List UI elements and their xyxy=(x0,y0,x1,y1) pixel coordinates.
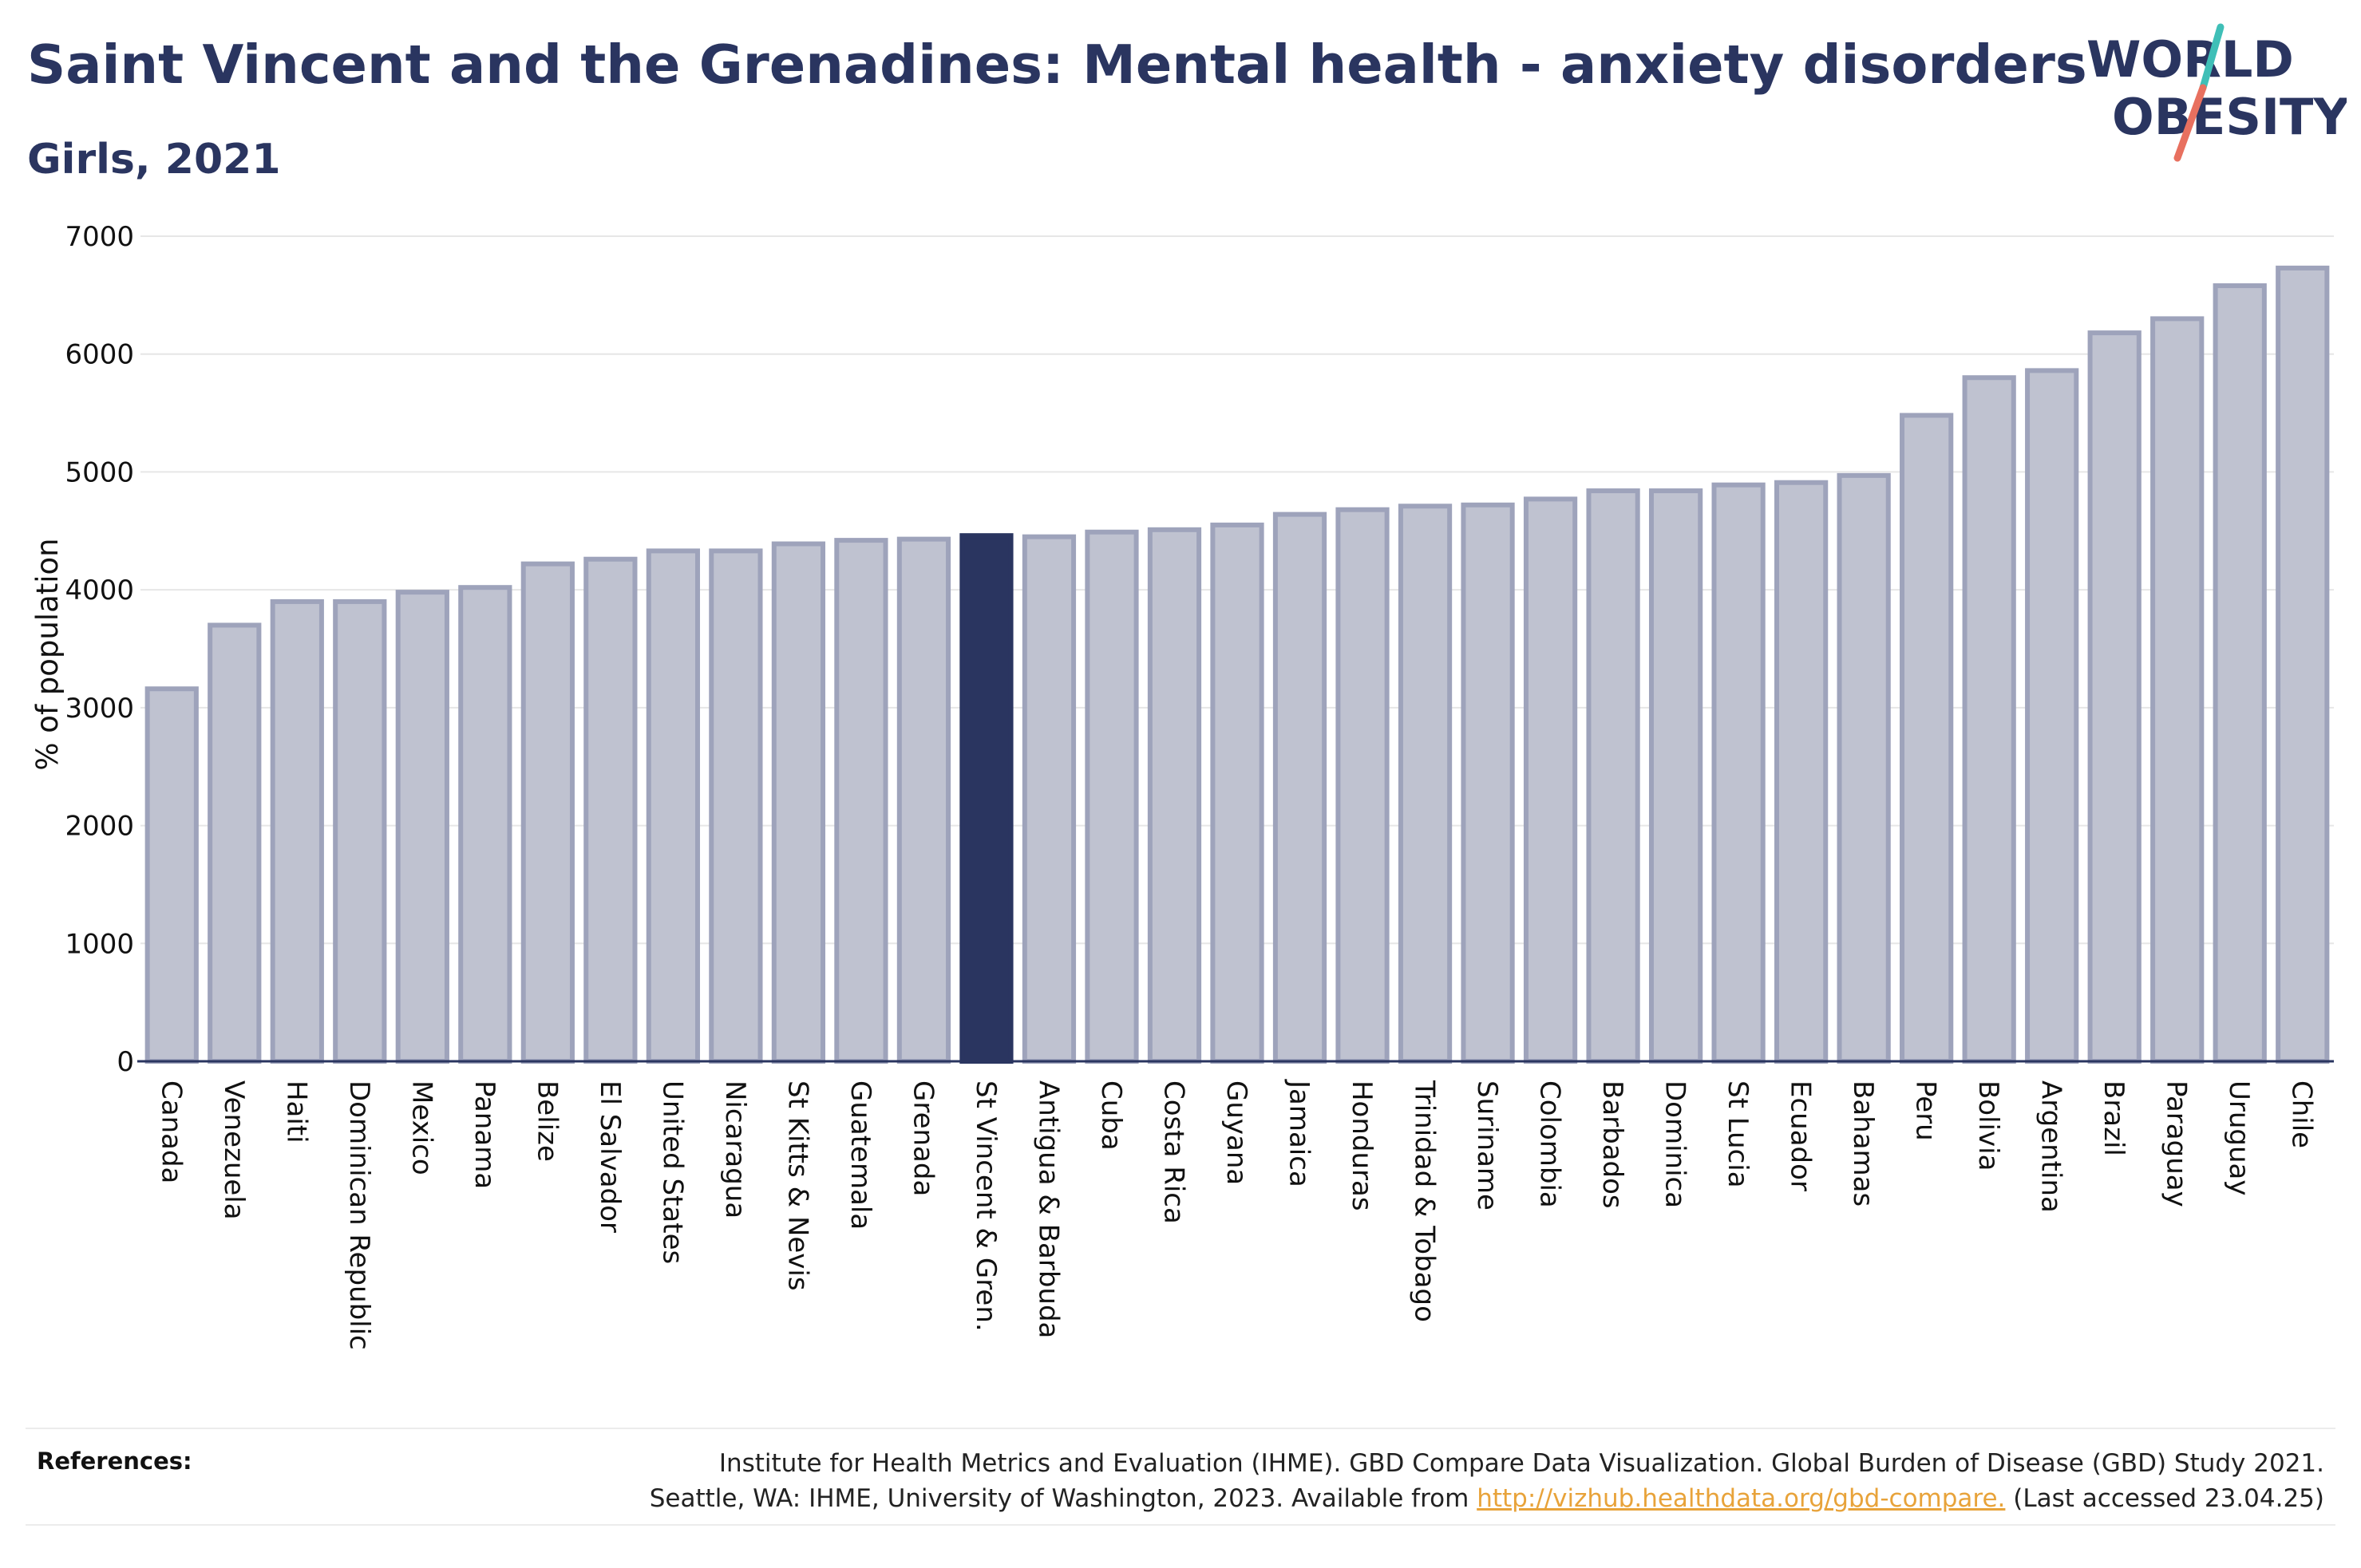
x-tick-label: St Lucia xyxy=(1722,1080,1754,1188)
logo-slash-coral xyxy=(2173,84,2207,162)
bar xyxy=(771,541,826,1064)
x-tick-label: Cuba xyxy=(1095,1080,1127,1151)
x-tick-label: United States xyxy=(656,1080,688,1264)
x-tick-label: Dominican Republic xyxy=(343,1080,375,1350)
chart-title: Saint Vincent and the Grenadines: Mental… xyxy=(27,34,2087,96)
x-tick-label: Guyana xyxy=(1220,1080,1252,1185)
references-line-2: Seattle, WA: IHME, University of Washing… xyxy=(488,1481,2324,1516)
logo-slash-teal xyxy=(2199,23,2225,92)
x-tick-label: Peru xyxy=(1910,1080,1942,1141)
bar xyxy=(646,548,700,1064)
bar xyxy=(333,598,387,1064)
bar xyxy=(1272,511,1327,1064)
x-tick-label: Brazil xyxy=(2098,1080,2130,1156)
references-text: Institute for Health Metrics and Evaluat… xyxy=(488,1446,2324,1516)
y-tick-label: 4000 xyxy=(65,575,134,606)
references-divider-top xyxy=(26,1428,2335,1429)
x-tick-label: Barbados xyxy=(1596,1080,1628,1209)
bar xyxy=(1210,522,1264,1064)
y-tick-label: 1000 xyxy=(65,928,134,960)
y-axis-label: % of population xyxy=(30,538,65,770)
bar xyxy=(458,585,512,1064)
x-tick-label: Guatemala xyxy=(844,1080,876,1230)
bar xyxy=(2213,283,2267,1064)
x-tick-label: St Kitts & Nevis xyxy=(781,1080,813,1291)
bar xyxy=(834,538,888,1064)
bar xyxy=(1774,480,1829,1064)
bar-chart: 0 1000 2000 3000 4000 5000 6000 7000 Canada Venez… xyxy=(30,221,2334,1350)
bar xyxy=(2150,316,2205,1064)
bar xyxy=(2025,368,2079,1064)
x-tick-label: Jamaica xyxy=(1283,1079,1315,1187)
bar xyxy=(520,561,575,1064)
logo-word-world: WORLD xyxy=(2086,30,2294,89)
x-tick-label: Costa Rica xyxy=(1157,1080,1189,1224)
x-tick-label: Panama xyxy=(469,1080,500,1189)
bar xyxy=(896,536,951,1064)
bar xyxy=(1398,504,1453,1064)
x-tick-label: Argentina xyxy=(2035,1080,2067,1213)
bar xyxy=(1147,527,1202,1064)
bar xyxy=(270,598,324,1064)
x-tick-label: Mexico xyxy=(405,1080,437,1175)
x-tick-label: Antigua & Barbuda xyxy=(1032,1080,1064,1338)
x-tick-label: Bolivia xyxy=(1972,1080,2004,1171)
y-tick-label: 3000 xyxy=(65,693,134,725)
bars xyxy=(144,265,2330,1064)
y-tick-label: 0 xyxy=(117,1046,134,1078)
y-tick-label: 7000 xyxy=(65,221,134,253)
references-line-2-prefix: Seattle, WA: IHME, University of Washing… xyxy=(649,1484,1477,1513)
gbd-compare-link[interactable]: http://vizhub.healthdata.org/gbd-compare… xyxy=(1477,1484,2006,1513)
x-tick-label: St Vincent & Gren. xyxy=(970,1080,1002,1332)
x-tick-label: Venezuela xyxy=(218,1080,250,1220)
bar xyxy=(1962,375,2016,1064)
x-tick-label: Colombia xyxy=(1534,1080,1566,1208)
bar xyxy=(1335,507,1390,1064)
references-divider-bottom xyxy=(26,1524,2335,1526)
x-tick-label: Haiti xyxy=(280,1080,312,1143)
x-tick-label: Grenada xyxy=(907,1080,939,1196)
x-tick-label: Canada xyxy=(155,1080,187,1183)
y-tick-label: 2000 xyxy=(65,811,134,843)
bar xyxy=(1837,472,1891,1064)
bar xyxy=(1523,496,1578,1064)
references-line-2-suffix: (Last accessed 23.04.25) xyxy=(2005,1484,2324,1513)
bar xyxy=(208,622,262,1064)
x-tick-label: Nicaragua xyxy=(719,1080,751,1218)
bar xyxy=(709,548,763,1064)
bar xyxy=(2276,265,2330,1064)
bar xyxy=(1022,534,1077,1064)
x-tick-label: El Salvador xyxy=(594,1080,626,1233)
x-tick-label: Chile xyxy=(2286,1080,2318,1148)
bar xyxy=(1085,529,1139,1064)
world-obesity-logo: WORLD OBESITY xyxy=(2086,23,2347,162)
bar xyxy=(1711,482,1766,1064)
x-tick-label: Bahamas xyxy=(1847,1080,1879,1207)
bar xyxy=(1900,413,1954,1064)
bar xyxy=(144,686,199,1064)
x-tick-label: Paraguay xyxy=(2161,1080,2193,1207)
bar xyxy=(395,590,449,1064)
axes: 0 1000 2000 3000 4000 5000 6000 7000 Canada Venez… xyxy=(65,221,2334,1350)
y-tick-label: 5000 xyxy=(65,456,134,488)
x-tick-label: Uruguay xyxy=(2223,1080,2255,1196)
chart-subtitle: Girls, 2021 xyxy=(27,136,281,184)
x-tick-label: Suriname xyxy=(1471,1080,1503,1211)
x-tick-label: Trinidad & Tobago xyxy=(1409,1080,1441,1322)
bar xyxy=(1461,502,1515,1064)
bar xyxy=(1586,488,1640,1064)
bar-highlighted xyxy=(959,533,1014,1064)
bar xyxy=(583,556,638,1064)
x-tick-label: Dominica xyxy=(1659,1080,1691,1208)
logo-word-obesity: OBESITY xyxy=(2112,88,2347,146)
x-tick-label: Ecuador xyxy=(1785,1080,1817,1191)
references-line-1: Institute for Health Metrics and Evaluat… xyxy=(718,1449,2324,1478)
x-tick-label: Belize xyxy=(531,1080,563,1162)
x-tick-label: Honduras xyxy=(1346,1080,1378,1211)
bar xyxy=(1648,488,1703,1064)
bar xyxy=(2087,330,2142,1064)
y-tick-label: 6000 xyxy=(65,339,134,371)
references-label: References: xyxy=(37,1448,192,1475)
